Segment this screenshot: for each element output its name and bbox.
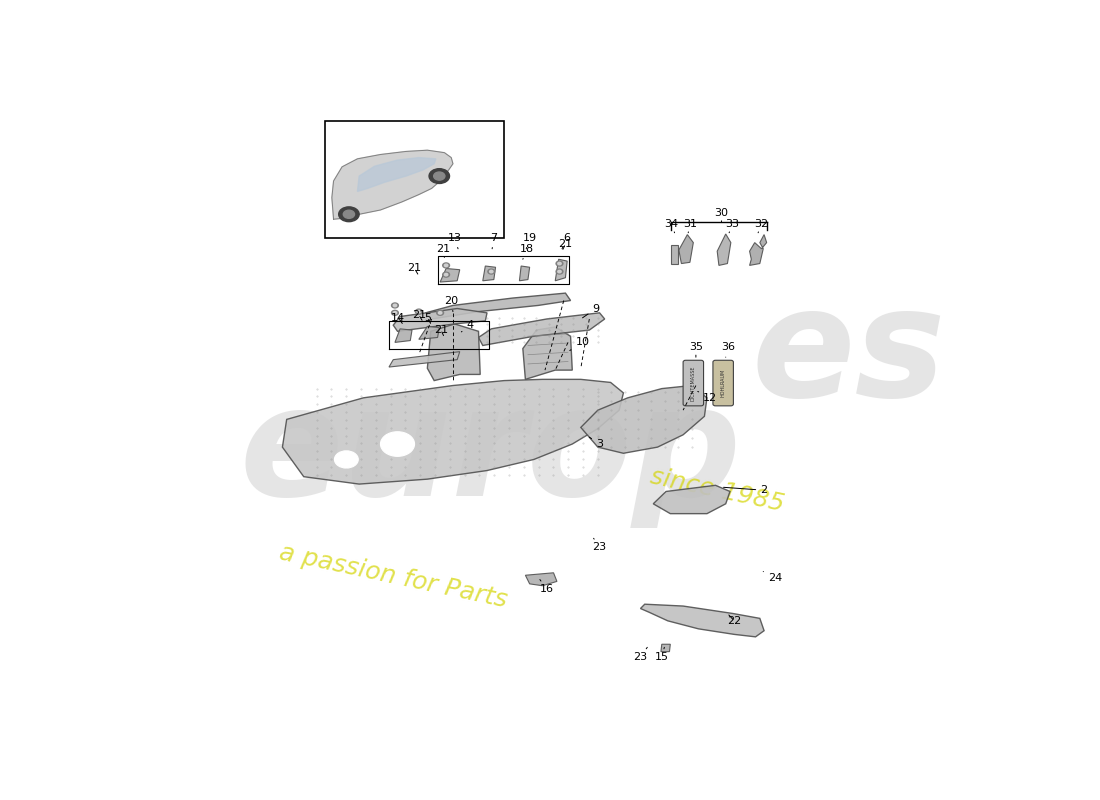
- Circle shape: [417, 310, 420, 313]
- Circle shape: [381, 432, 415, 456]
- Text: 31: 31: [683, 219, 697, 233]
- Circle shape: [433, 172, 444, 180]
- Circle shape: [343, 210, 354, 218]
- Circle shape: [394, 304, 397, 306]
- Circle shape: [557, 269, 563, 274]
- Polygon shape: [653, 486, 730, 514]
- Text: 4: 4: [461, 320, 473, 332]
- Circle shape: [429, 169, 450, 183]
- Circle shape: [444, 274, 448, 276]
- Text: 23: 23: [593, 538, 606, 552]
- Text: 36: 36: [722, 342, 735, 357]
- Text: 34: 34: [664, 219, 679, 233]
- Text: 33: 33: [726, 219, 739, 233]
- Text: since 1985: since 1985: [648, 464, 786, 516]
- Text: 22: 22: [727, 615, 741, 626]
- Circle shape: [334, 451, 359, 468]
- Text: europ: europ: [240, 378, 741, 528]
- Polygon shape: [426, 293, 571, 319]
- Text: 20: 20: [444, 295, 459, 311]
- Circle shape: [394, 311, 397, 314]
- Text: 19: 19: [522, 233, 537, 249]
- Polygon shape: [661, 644, 670, 652]
- Circle shape: [439, 311, 442, 314]
- Text: 21: 21: [559, 239, 572, 250]
- Text: 5: 5: [424, 313, 431, 323]
- Polygon shape: [358, 158, 436, 191]
- Text: 10: 10: [570, 338, 590, 350]
- Polygon shape: [427, 324, 481, 381]
- Polygon shape: [395, 329, 412, 342]
- Polygon shape: [419, 326, 439, 339]
- Polygon shape: [332, 150, 453, 219]
- Text: 21: 21: [436, 244, 450, 258]
- Polygon shape: [389, 352, 460, 367]
- Text: 6: 6: [562, 233, 571, 249]
- Circle shape: [416, 309, 422, 314]
- Text: 30: 30: [715, 208, 728, 222]
- Text: 15: 15: [654, 647, 669, 662]
- Text: a passion for Parts: a passion for Parts: [277, 541, 509, 612]
- Text: 14: 14: [392, 313, 406, 323]
- Polygon shape: [526, 573, 557, 586]
- Polygon shape: [394, 309, 487, 331]
- Text: 3: 3: [590, 437, 603, 449]
- Text: HOHLRAUM: HOHLRAUM: [720, 369, 726, 397]
- Text: 23: 23: [634, 647, 648, 662]
- Text: DICHTEMASSE: DICHTEMASSE: [691, 366, 696, 401]
- Circle shape: [442, 272, 450, 277]
- Polygon shape: [522, 327, 572, 379]
- Text: 24: 24: [763, 571, 782, 582]
- Text: 21: 21: [433, 325, 448, 335]
- Text: 32: 32: [755, 219, 769, 233]
- Circle shape: [488, 269, 495, 274]
- FancyBboxPatch shape: [326, 121, 504, 238]
- Polygon shape: [640, 604, 764, 637]
- Text: 2: 2: [724, 486, 768, 495]
- Circle shape: [558, 270, 561, 273]
- Polygon shape: [581, 386, 707, 454]
- Polygon shape: [671, 245, 678, 263]
- Polygon shape: [717, 234, 730, 266]
- Circle shape: [490, 270, 493, 273]
- Circle shape: [444, 264, 448, 266]
- Text: 13: 13: [448, 233, 462, 249]
- FancyBboxPatch shape: [713, 360, 734, 406]
- Circle shape: [557, 261, 563, 266]
- Polygon shape: [749, 234, 767, 266]
- Polygon shape: [440, 269, 460, 282]
- Polygon shape: [519, 266, 530, 281]
- Text: 35: 35: [689, 342, 703, 357]
- Text: es: es: [751, 280, 946, 430]
- Polygon shape: [556, 259, 568, 281]
- Text: 16: 16: [540, 579, 553, 594]
- Circle shape: [392, 303, 398, 308]
- Polygon shape: [483, 266, 495, 281]
- Text: 12: 12: [697, 391, 717, 403]
- Text: 21: 21: [407, 263, 421, 274]
- Circle shape: [437, 310, 443, 315]
- Circle shape: [392, 310, 398, 315]
- Circle shape: [442, 263, 450, 268]
- Circle shape: [558, 262, 561, 265]
- Text: 21: 21: [411, 310, 426, 320]
- Text: 9: 9: [583, 303, 600, 318]
- FancyBboxPatch shape: [683, 360, 704, 406]
- Text: 18: 18: [520, 244, 535, 259]
- Circle shape: [339, 207, 359, 222]
- Text: 7: 7: [491, 233, 497, 249]
- Polygon shape: [478, 313, 605, 346]
- Polygon shape: [283, 379, 624, 484]
- Polygon shape: [679, 234, 693, 263]
